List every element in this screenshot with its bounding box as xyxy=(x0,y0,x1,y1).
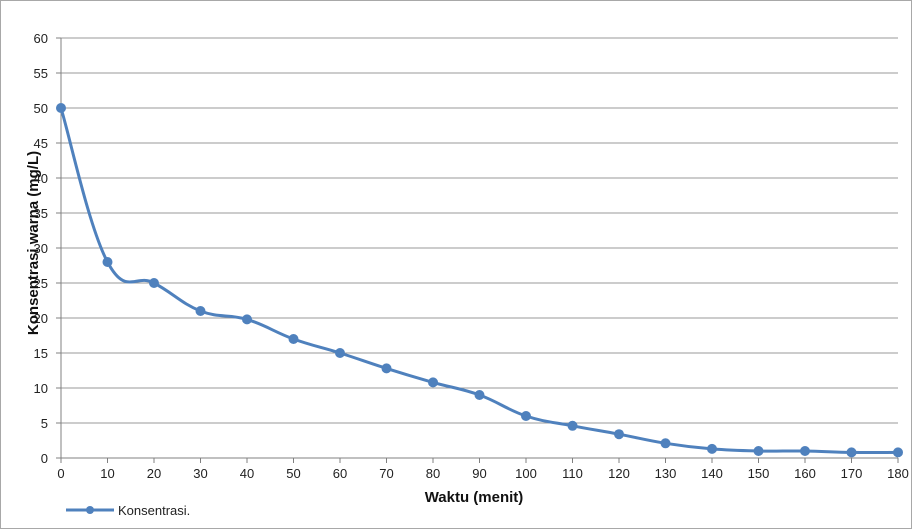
data-point xyxy=(614,429,624,440)
y-tick-label: 15 xyxy=(34,346,48,361)
y-tick-label: 10 xyxy=(34,381,48,396)
data-point xyxy=(242,314,252,325)
x-tick-label: 90 xyxy=(472,466,486,481)
y-axis-ticks: 0 5 10 15 20 25 30 35 40 45 50 55 60 xyxy=(34,31,61,466)
data-point xyxy=(846,447,857,458)
data-point xyxy=(893,447,903,458)
gridlines xyxy=(61,37,898,424)
x-tick-label: 100 xyxy=(515,466,537,481)
x-axis-title: Waktu (menit) xyxy=(425,489,524,506)
data-point xyxy=(149,278,159,288)
data-point xyxy=(521,411,531,421)
x-tick-label: 160 xyxy=(794,466,816,481)
data-point xyxy=(102,257,113,267)
x-tick-label: 30 xyxy=(193,466,207,481)
data-point xyxy=(567,420,578,431)
y-tick-label: 45 xyxy=(34,136,48,151)
y-tick-label: 25 xyxy=(34,276,48,291)
y-tick-label: 30 xyxy=(34,241,48,256)
x-tick-label: 170 xyxy=(841,466,863,481)
x-tick-label: 130 xyxy=(655,466,677,481)
data-point xyxy=(335,348,345,358)
x-tick-label: 180 xyxy=(887,466,909,481)
y-tick-label: 55 xyxy=(34,66,48,81)
data-point xyxy=(707,443,717,454)
series-group xyxy=(56,103,903,458)
x-tick-label: 40 xyxy=(240,466,254,481)
x-tick-label: 70 xyxy=(379,466,393,481)
legend: Konsentrasi. xyxy=(66,503,190,518)
data-point xyxy=(474,390,485,400)
x-axis-ticks: 0 10 20 30 40 50 60 70 80 90 100 110 120 130 140 150 160… xyxy=(57,458,909,481)
x-tick-label: 60 xyxy=(333,466,347,481)
x-tick-label: 110 xyxy=(562,466,583,481)
data-point xyxy=(660,438,671,449)
y-tick-label: 60 xyxy=(34,31,48,46)
data-point xyxy=(56,103,66,113)
y-tick-label: 35 xyxy=(34,206,48,221)
data-point xyxy=(753,446,764,456)
x-tick-label: 10 xyxy=(100,466,114,481)
x-tick-label: 80 xyxy=(426,466,440,481)
x-tick-label: 50 xyxy=(286,466,300,481)
x-tick-label: 120 xyxy=(608,466,630,481)
y-tick-label: 20 xyxy=(34,311,48,326)
y-tick-label: 0 xyxy=(41,451,48,466)
data-point xyxy=(428,377,438,388)
data-point xyxy=(381,363,392,374)
y-tick-label: 50 xyxy=(34,101,48,116)
x-tick-label: 150 xyxy=(748,466,770,481)
data-point xyxy=(195,306,206,316)
data-point xyxy=(800,446,810,456)
legend-swatch-marker xyxy=(86,506,94,514)
x-tick-label: 20 xyxy=(147,466,161,481)
x-tick-label: 140 xyxy=(701,466,723,481)
y-axis-title: Konsentrasi warna (mg/L) xyxy=(25,151,42,335)
data-point xyxy=(288,334,299,344)
y-tick-label: 40 xyxy=(34,171,48,186)
y-tick-label: 5 xyxy=(41,416,48,431)
x-tick-label: 0 xyxy=(57,466,64,481)
legend-label: Konsentrasi. xyxy=(118,503,190,518)
